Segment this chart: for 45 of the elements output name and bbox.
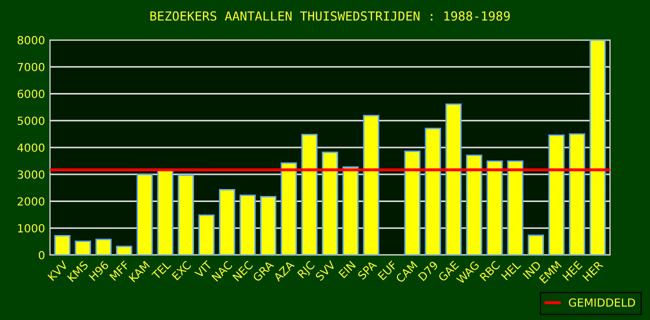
bar — [157, 169, 174, 255]
bar — [342, 166, 359, 255]
bar — [528, 234, 544, 255]
legend-label: GEMIDDELD — [568, 298, 635, 307]
x-tick-label: EIN — [338, 260, 356, 278]
x-tick-label: HEL — [501, 260, 522, 280]
x-tick-label: VIT — [194, 260, 212, 278]
x-tick-label: RJC — [297, 260, 317, 280]
x-tick-label: IND — [522, 260, 542, 280]
bar — [363, 114, 380, 255]
bar — [218, 189, 236, 255]
bar — [95, 238, 112, 255]
bar — [590, 40, 606, 255]
bar — [445, 104, 462, 255]
y-tick-label: 1000 — [18, 224, 44, 233]
y-tick-label: 8000 — [18, 36, 44, 44]
bar — [548, 134, 565, 255]
bar — [507, 160, 524, 255]
bar — [280, 162, 297, 255]
y-tick-label: 0 — [38, 250, 44, 260]
bar — [301, 134, 318, 255]
y-tick-label: 4000 — [17, 143, 44, 152]
bar — [116, 246, 132, 255]
bar — [54, 234, 70, 255]
x-tick-label: SPA — [357, 260, 378, 280]
bar — [466, 154, 482, 255]
y-tick-label: 7000 — [18, 62, 44, 72]
bar — [424, 128, 442, 255]
bar — [568, 133, 586, 255]
y-tick-label: 6000 — [18, 90, 44, 98]
chart-title: BEZOEKERS AANTALLEN THUISWEDSTRIJDEN : 1988-1989 — [150, 11, 510, 21]
x-tick-label: GRA — [252, 260, 274, 282]
bar — [136, 174, 153, 255]
bar — [486, 160, 503, 255]
bar — [322, 152, 338, 255]
bar — [74, 240, 92, 255]
bar — [260, 196, 276, 255]
x-tick-label: TEL — [151, 260, 172, 280]
y-tick-label: 3000 — [18, 170, 44, 179]
bar — [404, 150, 420, 255]
bar — [240, 194, 256, 255]
y-tick-label: 5000 — [18, 116, 44, 126]
y-tick-label: 2000 — [18, 197, 44, 206]
bar — [178, 174, 194, 255]
bar — [198, 214, 215, 255]
